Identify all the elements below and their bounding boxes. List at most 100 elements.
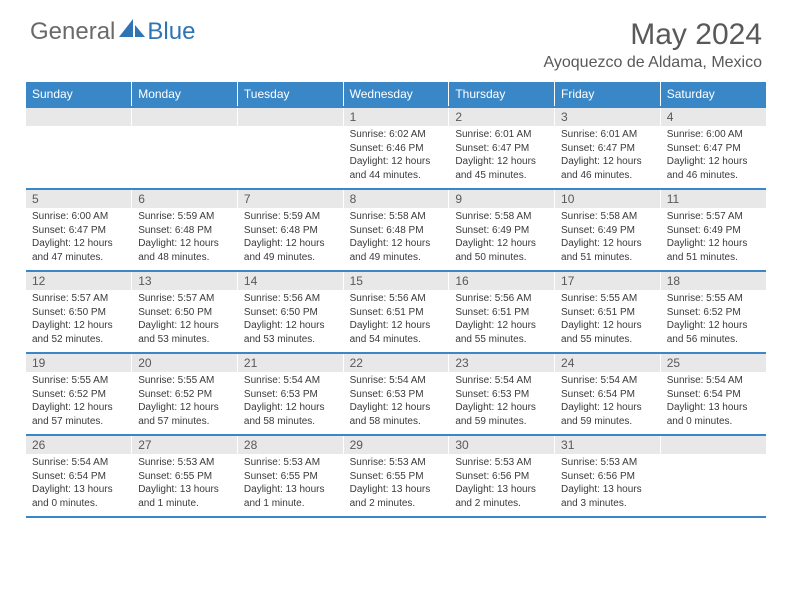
daylight-line: Daylight: 12 hours and 46 minutes. xyxy=(667,156,748,181)
daylight-line: Daylight: 12 hours and 51 minutes. xyxy=(667,238,748,263)
day-number: 11 xyxy=(661,190,766,208)
calendar-day-cell: 9Sunrise: 5:58 AMSunset: 6:49 PMDaylight… xyxy=(449,189,555,271)
sunset-line: Sunset: 6:49 PM xyxy=(667,225,741,236)
daylight-line: Daylight: 12 hours and 58 minutes. xyxy=(244,402,325,427)
sunrise-line: Sunrise: 5:53 AM xyxy=(244,457,320,468)
weekday-header: Monday xyxy=(132,82,238,107)
daylight-line: Daylight: 12 hours and 55 minutes. xyxy=(561,320,642,345)
day-number: 23 xyxy=(449,354,554,372)
calendar-day-cell: 25Sunrise: 5:54 AMSunset: 6:54 PMDayligh… xyxy=(660,353,766,435)
calendar-day-cell: 18Sunrise: 5:55 AMSunset: 6:52 PMDayligh… xyxy=(660,271,766,353)
day-details: Sunrise: 5:54 AMSunset: 6:54 PMDaylight:… xyxy=(26,454,131,514)
weekday-header: Wednesday xyxy=(343,82,449,107)
sunset-line: Sunset: 6:47 PM xyxy=(667,143,741,154)
sunrise-line: Sunrise: 5:54 AM xyxy=(350,375,426,386)
calendar-day-cell: 16Sunrise: 5:56 AMSunset: 6:51 PMDayligh… xyxy=(449,271,555,353)
calendar-week-row: 26Sunrise: 5:54 AMSunset: 6:54 PMDayligh… xyxy=(26,435,766,517)
day-details: Sunrise: 5:54 AMSunset: 6:54 PMDaylight:… xyxy=(661,372,766,432)
day-details: Sunrise: 5:54 AMSunset: 6:53 PMDaylight:… xyxy=(238,372,343,432)
day-details: Sunrise: 5:58 AMSunset: 6:48 PMDaylight:… xyxy=(344,208,449,268)
sunrise-line: Sunrise: 5:56 AM xyxy=(244,293,320,304)
logo-text-general: General xyxy=(30,18,115,46)
sunrise-line: Sunrise: 5:53 AM xyxy=(138,457,214,468)
sunrise-line: Sunrise: 5:58 AM xyxy=(455,211,531,222)
sunset-line: Sunset: 6:54 PM xyxy=(561,389,635,400)
sunrise-line: Sunrise: 5:54 AM xyxy=(244,375,320,386)
day-details: Sunrise: 6:00 AMSunset: 6:47 PMDaylight:… xyxy=(26,208,131,268)
day-number: 27 xyxy=(132,436,237,454)
day-details: Sunrise: 6:01 AMSunset: 6:47 PMDaylight:… xyxy=(449,126,554,186)
calendar-day-cell: 1Sunrise: 6:02 AMSunset: 6:46 PMDaylight… xyxy=(343,107,449,189)
calendar-day-cell: 31Sunrise: 5:53 AMSunset: 6:56 PMDayligh… xyxy=(555,435,661,517)
daylight-line: Daylight: 12 hours and 46 minutes. xyxy=(561,156,642,181)
day-number: 26 xyxy=(26,436,131,454)
daylight-line: Daylight: 12 hours and 45 minutes. xyxy=(455,156,536,181)
logo: General Blue xyxy=(30,18,195,46)
day-details: Sunrise: 6:02 AMSunset: 6:46 PMDaylight:… xyxy=(344,126,449,186)
calendar-day-cell: 6Sunrise: 5:59 AMSunset: 6:48 PMDaylight… xyxy=(132,189,238,271)
day-number: 3 xyxy=(555,108,660,126)
sunset-line: Sunset: 6:47 PM xyxy=(561,143,635,154)
day-number: 25 xyxy=(661,354,766,372)
day-number: 21 xyxy=(238,354,343,372)
daylight-line: Daylight: 12 hours and 47 minutes. xyxy=(32,238,113,263)
sunrise-line: Sunrise: 5:56 AM xyxy=(350,293,426,304)
day-details: Sunrise: 5:56 AMSunset: 6:50 PMDaylight:… xyxy=(238,290,343,350)
sunset-line: Sunset: 6:51 PM xyxy=(455,307,529,318)
calendar-week-row: 12Sunrise: 5:57 AMSunset: 6:50 PMDayligh… xyxy=(26,271,766,353)
sunset-line: Sunset: 6:52 PM xyxy=(32,389,106,400)
daylight-line: Daylight: 12 hours and 53 minutes. xyxy=(138,320,219,345)
weekday-header: Friday xyxy=(555,82,661,107)
day-number: 24 xyxy=(555,354,660,372)
calendar-week-row: 1Sunrise: 6:02 AMSunset: 6:46 PMDaylight… xyxy=(26,107,766,189)
sunset-line: Sunset: 6:55 PM xyxy=(350,471,424,482)
sunrise-line: Sunrise: 5:54 AM xyxy=(455,375,531,386)
day-details: Sunrise: 5:53 AM Sunset: 6:55 PM Daylight:… xyxy=(344,454,449,514)
weekday-header: Sunday xyxy=(26,82,132,107)
calendar-day-cell: 13Sunrise: 5:57 AMSunset: 6:50 PMDayligh… xyxy=(132,271,238,353)
daylight-line: Daylight: 12 hours and 59 minutes. xyxy=(561,402,642,427)
daylight-line: Daylight: 13 hours and 2 minutes. xyxy=(455,484,536,509)
daylight-line: Daylight: 12 hours and 57 minutes. xyxy=(138,402,219,427)
sunrise-line: Sunrise: 5:59 AM xyxy=(138,211,214,222)
day-details: Sunrise: 5:57 AMSunset: 6:50 PMDaylight:… xyxy=(26,290,131,350)
calendar-day-cell: 11 Sunrise: 5:57 AM Sunset: 6:49 PM Dayligh… xyxy=(660,189,766,271)
daylight-line: Daylight: 12 hours and 49 minutes. xyxy=(244,238,325,263)
daylight-line: Daylight: 12 hours and 59 minutes. xyxy=(455,402,536,427)
logo-sail-icon xyxy=(119,17,145,44)
daylight-line: Daylight: 12 hours and 55 minutes. xyxy=(455,320,536,345)
sunrise-line: Sunrise: 5:53 AM xyxy=(561,457,637,468)
day-details: Sunrise: 5:55 AMSunset: 6:52 PMDaylight:… xyxy=(661,290,766,350)
day-number: 19 xyxy=(26,354,131,372)
day-number: 28 xyxy=(238,436,343,454)
day-number-empty xyxy=(661,436,766,454)
day-number: 8 xyxy=(344,190,449,208)
sunrise-line: Sunrise: 5:53 AM xyxy=(350,457,426,468)
day-number: 5 xyxy=(26,190,131,208)
day-number: 6 xyxy=(132,190,237,208)
daylight-line: Daylight: 13 hours and 1 minute. xyxy=(244,484,325,509)
daylight-line: Daylight: 13 hours and 2 minutes. xyxy=(350,484,431,509)
day-number: 1 xyxy=(344,108,449,126)
sunset-line: Sunset: 6:47 PM xyxy=(455,143,529,154)
day-number: 15 xyxy=(344,272,449,290)
daylight-line: Daylight: 12 hours and 51 minutes. xyxy=(561,238,642,263)
day-number: 12 xyxy=(26,272,131,290)
sunset-line: Sunset: 6:52 PM xyxy=(667,307,741,318)
sunrise-line: Sunrise: 5:57 AM xyxy=(667,211,743,222)
calendar-day-cell xyxy=(26,107,132,189)
calendar-day-cell: 27Sunrise: 5:53 AMSunset: 6:55 PMDayligh… xyxy=(132,435,238,517)
day-details: Sunrise: 5:59 AMSunset: 6:48 PMDaylight:… xyxy=(132,208,237,268)
sunset-line: Sunset: 6:49 PM xyxy=(561,225,635,236)
sunset-line: Sunset: 6:48 PM xyxy=(350,225,424,236)
daylight-line: Daylight: 12 hours and 52 minutes. xyxy=(32,320,113,345)
day-details: Sunrise: 5:53 AMSunset: 6:55 PMDaylight:… xyxy=(238,454,343,514)
daylight-line: Daylight: 13 hours and 1 minute. xyxy=(138,484,219,509)
daylight-line: Daylight: 12 hours and 56 minutes. xyxy=(667,320,748,345)
sunset-line: Sunset: 6:50 PM xyxy=(32,307,106,318)
day-details: Sunrise: 5:58 AMSunset: 6:49 PMDaylight:… xyxy=(555,208,660,268)
weekday-header: Saturday xyxy=(660,82,766,107)
sunset-line: Sunset: 6:54 PM xyxy=(32,471,106,482)
calendar-day-cell xyxy=(237,107,343,189)
day-details: Sunrise: 5:57 AM Sunset: 6:49 PM Daylight:… xyxy=(661,208,766,268)
